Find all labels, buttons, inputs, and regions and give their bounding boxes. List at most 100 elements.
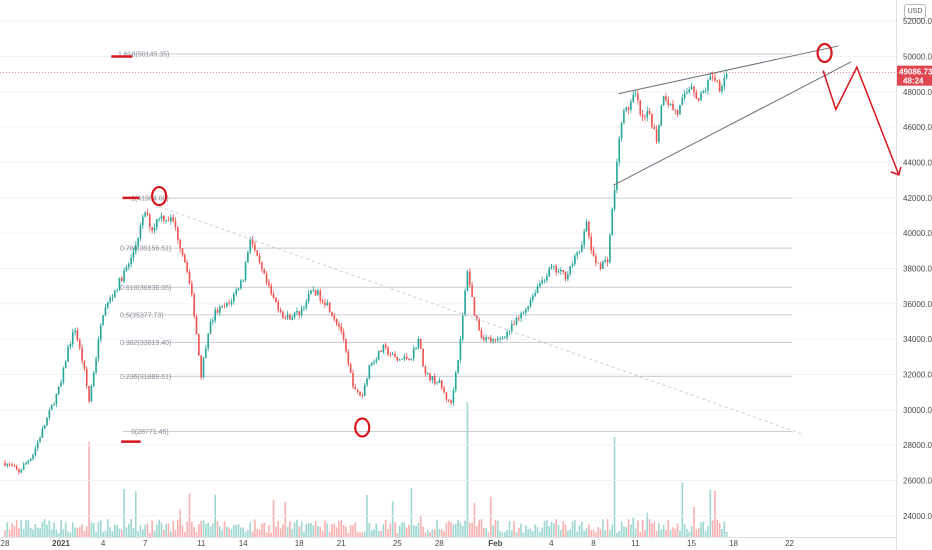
- candle-body: [384, 344, 387, 348]
- candle-body: [333, 315, 336, 320]
- volume-bar: [560, 529, 562, 537]
- volume-bar: [69, 532, 72, 537]
- candle-body: [29, 458, 32, 461]
- currency-selector[interactable]: USD: [904, 4, 926, 19]
- volume-bar: [200, 520, 202, 537]
- fib-level-label: 0.618(36936.05): [120, 285, 171, 292]
- volume-bar: [317, 526, 319, 537]
- candle-body: [53, 404, 55, 406]
- volume-bar: [32, 529, 34, 537]
- volume-bar: [564, 524, 567, 537]
- fib-level-label: 0(28771.45): [131, 429, 169, 436]
- candle-body: [198, 334, 200, 356]
- volume-bar: [333, 523, 336, 537]
- candle-body: [548, 268, 550, 277]
- candle-body: [71, 332, 74, 345]
- candle-body: [707, 80, 709, 91]
- volume-bar: [46, 524, 48, 537]
- candle-body: [613, 189, 616, 210]
- volume-bar: [410, 487, 413, 537]
- volume-bar: [6, 522, 9, 537]
- volume-bar: [422, 526, 424, 537]
- candle-body: [57, 386, 60, 394]
- volume-bar: [683, 524, 686, 537]
- volume-bar: [651, 523, 653, 537]
- drawing-annotations[interactable]: [111, 42, 902, 443]
- candle-body: [64, 361, 67, 369]
- volume-bar: [681, 482, 684, 537]
- candle-body: [268, 282, 270, 286]
- volume-bar: [368, 523, 371, 537]
- volume-bar: [104, 531, 107, 537]
- candle-body: [681, 98, 684, 105]
- time-tick-label: 11: [197, 539, 206, 548]
- volume-bar: [4, 530, 6, 537]
- volume-bar: [447, 520, 450, 537]
- volume-bar: [464, 520, 466, 537]
- candle-body: [342, 331, 345, 340]
- volume-bar: [644, 530, 646, 537]
- price-axis[interactable]: 24000.00 26000.00 28000.00 30000.00 32000.00…: [903, 17, 932, 521]
- candle-body: [258, 255, 261, 263]
- candle-body: [221, 305, 224, 308]
- candle-body: [611, 209, 614, 236]
- candle-body: [496, 338, 499, 341]
- volume-bar: [475, 526, 478, 537]
- candle-body: [398, 359, 401, 361]
- candle-body: [422, 348, 424, 367]
- candle-body: [716, 80, 719, 82]
- candle-body: [312, 290, 315, 291]
- candle-body: [298, 311, 301, 315]
- volume-bar: [74, 527, 76, 537]
- volume-bar: [716, 519, 719, 537]
- candle-body: [669, 103, 672, 105]
- candle-body: [256, 250, 259, 256]
- volume-bar: [106, 519, 109, 537]
- candle-body: [25, 462, 27, 465]
- volume-bar: [39, 528, 41, 537]
- candle-body: [102, 315, 104, 326]
- volume-bar: [221, 530, 224, 537]
- candle-body: [429, 373, 431, 381]
- volume-bar: [534, 524, 536, 537]
- volume-bar: [198, 524, 200, 537]
- candle-body: [277, 301, 280, 311]
- candle-body: [489, 337, 492, 342]
- volume-bar: [723, 521, 726, 537]
- volume-bar: [279, 528, 282, 537]
- volume-bar: [613, 437, 616, 537]
- volume-bar: [602, 519, 604, 537]
- candle-body: [60, 382, 62, 387]
- candle-body: [134, 244, 137, 252]
- candle-body: [436, 382, 438, 384]
- volume-bar: [97, 522, 100, 537]
- time-tick-label: 4: [101, 539, 106, 548]
- volume-bar: [578, 525, 581, 537]
- candle-body: [539, 283, 541, 287]
- fib-level-label: 1(41984.00): [131, 196, 169, 203]
- candle-body: [74, 330, 76, 333]
- volume-bar: [335, 527, 338, 537]
- time-axis[interactable]: 28 2021 4 7 11 14 18 21 25 28 Feb 4 8 11 15 18 22: [1, 539, 795, 548]
- volume-bar: [443, 531, 445, 537]
- candle-body: [665, 96, 667, 101]
- volume-bar: [609, 530, 611, 537]
- volume-bar: [83, 531, 86, 537]
- candle-body: [520, 313, 522, 319]
- volume-bar: [71, 522, 74, 537]
- candle-body: [571, 264, 574, 267]
- fibonacci-retracement[interactable]: 1.618(50145.35) 1(41984.00) 0.786(39156.51…: [0, 20, 896, 517]
- volume-bar: [233, 525, 235, 537]
- volume-bar: [452, 524, 455, 537]
- candle-body: [233, 294, 235, 302]
- candle-body: [662, 96, 665, 106]
- volume-bar: [494, 519, 497, 537]
- volume-bar: [380, 530, 382, 537]
- volume-bar: [581, 521, 583, 537]
- volume-bar: [569, 529, 572, 537]
- volume-bar: [574, 520, 576, 537]
- price-tick-label: 24000.00: [903, 512, 932, 521]
- volume-bar: [13, 525, 16, 537]
- volume-bar: [188, 493, 191, 537]
